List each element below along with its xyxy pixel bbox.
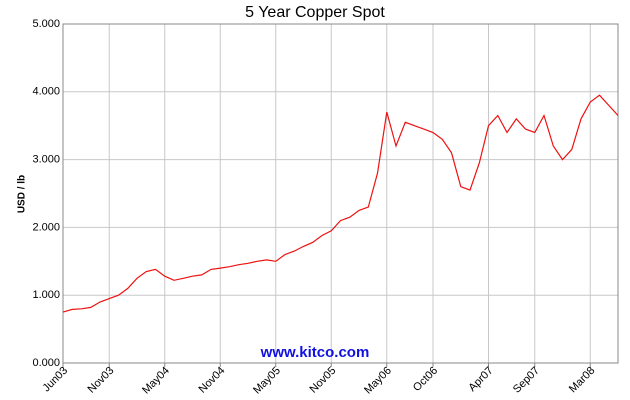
x-tick-label: May04 [140,365,172,397]
x-tick-label: Oct06 [411,365,440,394]
x-tick-label: May06 [362,365,394,397]
y-tick-label: 2.000 [32,221,60,233]
x-tick-label: Nov03 [85,365,116,396]
x-tick-label: Apr07 [466,365,495,394]
plot-area [62,23,619,364]
y-tick-label: 1.000 [32,289,60,301]
x-tick-label: May05 [251,365,283,397]
x-tick-label: Nov04 [196,365,227,396]
y-tick-label: 4.000 [32,86,60,98]
x-tick-label: Mar08 [567,365,598,396]
x-tick-label: Sep07 [511,365,542,396]
y-tick-label: 0.000 [32,357,60,369]
chart-title: 5 Year Copper Spot [245,4,385,21]
x-tick-label: Jun03 [40,365,70,395]
price-line [62,94,619,313]
x-tick-label: Nov05 [307,365,338,396]
y-tick-label: 5.000 [32,18,60,30]
y-tick-label: 3.000 [32,154,60,166]
watermark: www.kitco.com [260,344,370,361]
y-axis-label: USD / lb [17,175,28,213]
plot-border [62,23,619,364]
